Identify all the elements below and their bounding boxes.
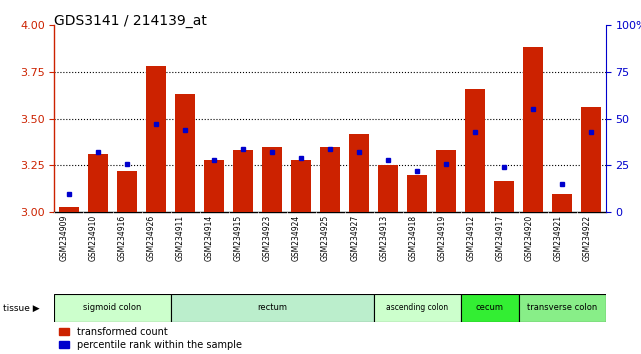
Bar xyxy=(146,66,166,212)
Bar xyxy=(233,150,253,212)
Bar xyxy=(320,147,340,212)
Text: GSM234915: GSM234915 xyxy=(234,215,243,261)
Legend: transformed count, percentile rank within the sample: transformed count, percentile rank withi… xyxy=(60,327,242,350)
Bar xyxy=(523,47,544,212)
Text: ascending colon: ascending colon xyxy=(386,303,448,313)
Text: GSM234916: GSM234916 xyxy=(118,215,127,261)
Text: GSM234920: GSM234920 xyxy=(524,215,533,261)
Text: tissue ▶: tissue ▶ xyxy=(3,303,40,313)
Text: GSM234921: GSM234921 xyxy=(553,215,562,261)
Text: sigmoid colon: sigmoid colon xyxy=(83,303,142,313)
Text: GDS3141 / 214139_at: GDS3141 / 214139_at xyxy=(54,14,207,28)
Text: GSM234922: GSM234922 xyxy=(582,215,591,261)
Bar xyxy=(54,294,171,322)
Text: GSM234918: GSM234918 xyxy=(408,215,417,261)
Text: GSM234919: GSM234919 xyxy=(437,215,446,261)
Bar xyxy=(494,181,514,212)
Text: cecum: cecum xyxy=(476,303,504,313)
Text: GSM234923: GSM234923 xyxy=(263,215,272,261)
Bar xyxy=(59,207,79,212)
Text: GSM234924: GSM234924 xyxy=(292,215,301,261)
Bar xyxy=(378,165,398,212)
Text: transverse colon: transverse colon xyxy=(527,303,597,313)
Bar xyxy=(552,194,572,212)
Bar xyxy=(581,107,601,212)
Bar xyxy=(117,171,137,212)
Text: GSM234913: GSM234913 xyxy=(379,215,388,261)
Bar xyxy=(519,294,606,322)
Bar xyxy=(291,160,312,212)
Text: GSM234909: GSM234909 xyxy=(60,215,69,261)
Bar xyxy=(465,88,485,212)
Bar xyxy=(262,147,282,212)
Text: GSM234910: GSM234910 xyxy=(89,215,98,261)
Bar xyxy=(175,94,196,212)
Text: GSM234927: GSM234927 xyxy=(350,215,359,261)
Text: GSM234911: GSM234911 xyxy=(176,215,185,261)
Bar xyxy=(88,154,108,212)
Text: GSM234917: GSM234917 xyxy=(495,215,504,261)
Bar xyxy=(349,133,369,212)
Text: GSM234914: GSM234914 xyxy=(205,215,214,261)
Bar xyxy=(171,294,374,322)
Bar xyxy=(374,294,461,322)
Bar xyxy=(204,160,224,212)
Text: GSM234925: GSM234925 xyxy=(321,215,330,261)
Bar xyxy=(407,175,428,212)
Text: GSM234926: GSM234926 xyxy=(147,215,156,261)
Bar xyxy=(436,150,456,212)
Bar xyxy=(461,294,519,322)
Text: GSM234912: GSM234912 xyxy=(466,215,475,261)
Text: rectum: rectum xyxy=(257,303,287,313)
